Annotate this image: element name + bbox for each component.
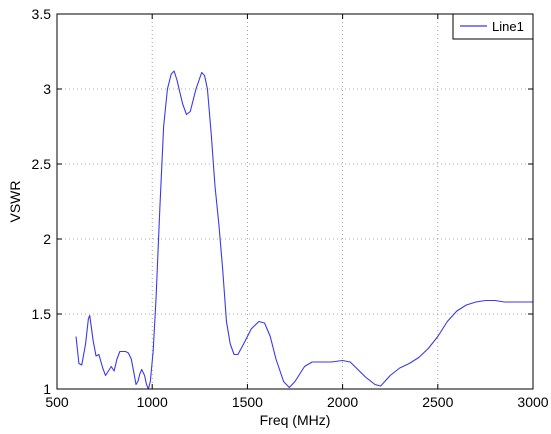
series-line-line1	[75, 70, 533, 390]
axis-ticks: 500 1000 1500 2000 2500 3000 1 1.5 2 2.5 3 3.5	[32, 6, 549, 410]
x-tick-label: 1500	[232, 394, 263, 410]
y-axis-label: VSWR	[7, 181, 23, 223]
y-tick-label: 1	[43, 381, 51, 397]
y-tick-label: 3	[43, 81, 51, 97]
x-tick-label: 3000	[517, 394, 548, 410]
legend: Line1	[452, 13, 534, 40]
y-tick-label: 1.5	[32, 306, 52, 322]
x-axis-label: Freq (MHz)	[260, 412, 331, 428]
x-tick-label: 2000	[327, 394, 358, 410]
x-tick-label: 500	[45, 394, 69, 410]
x-tick-label: 1000	[137, 394, 168, 410]
axes-frame	[56, 13, 534, 390]
x-tick-label: 2500	[422, 394, 453, 410]
y-tick-label: 2.5	[32, 156, 52, 172]
y-tick-label: 2	[43, 231, 51, 247]
y-tick-label: 3.5	[32, 6, 52, 22]
legend-label: Line1	[492, 19, 524, 34]
series-lines	[75, 70, 533, 390]
